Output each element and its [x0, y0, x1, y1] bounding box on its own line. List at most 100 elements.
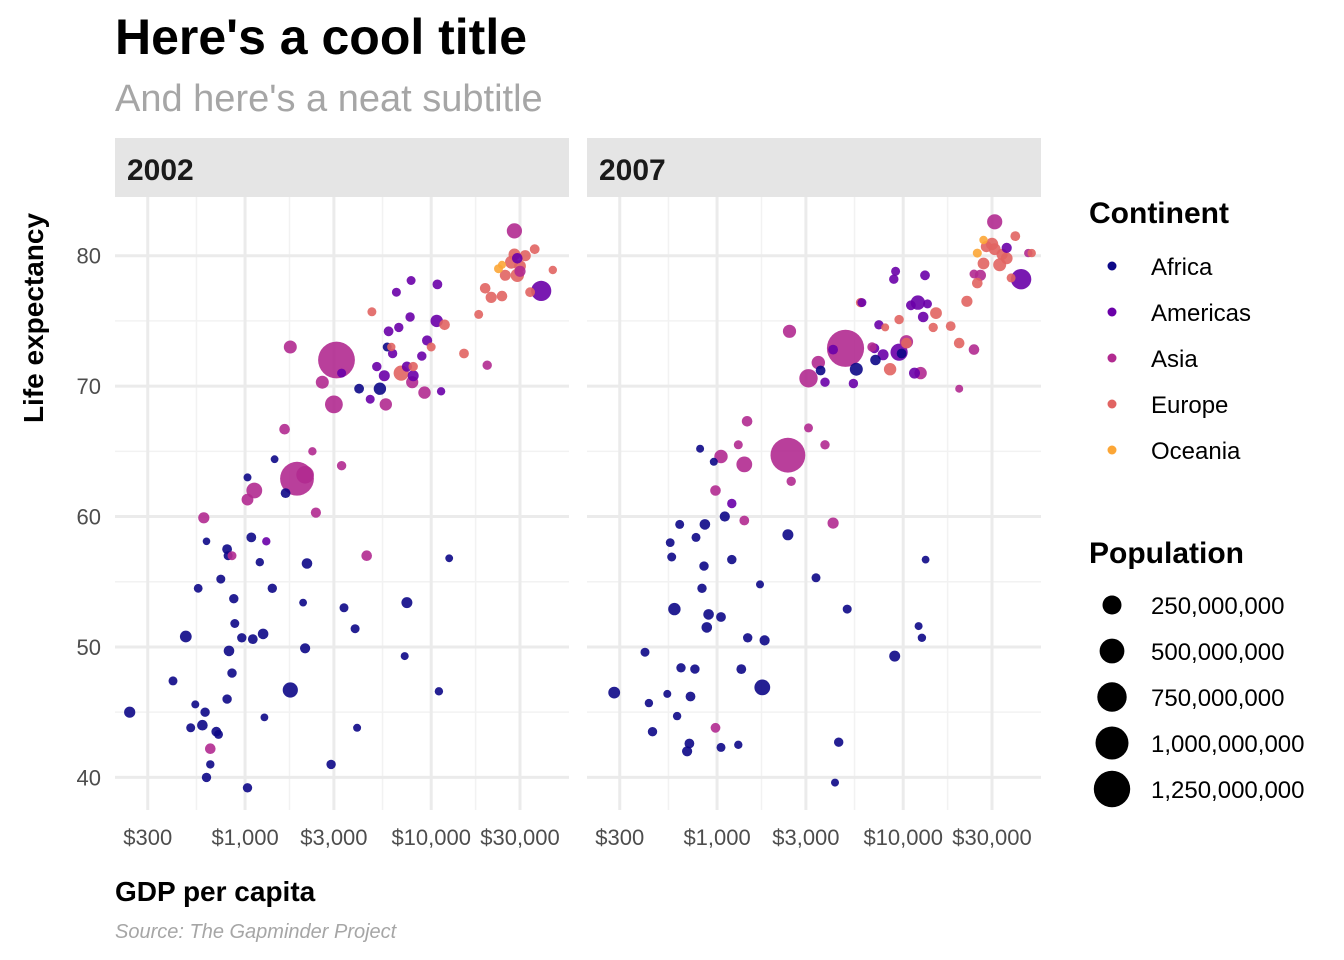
legend-key-asia — [1107, 353, 1117, 363]
data-point — [881, 323, 890, 332]
data-point — [857, 298, 867, 308]
data-point — [945, 321, 956, 331]
data-point — [1010, 231, 1021, 242]
page-title: Here's a cool title — [115, 9, 528, 65]
source-caption: Source: The Gapminder Project — [115, 921, 397, 943]
data-point — [325, 395, 343, 414]
data-point — [955, 384, 964, 393]
y-axis-title: Life expectancy — [18, 213, 49, 424]
data-point — [255, 558, 264, 567]
data-point — [445, 554, 454, 563]
legend-key-americas — [1107, 307, 1117, 317]
data-point — [282, 682, 298, 698]
data-point — [315, 375, 329, 389]
data-point — [529, 244, 540, 255]
data-point — [923, 299, 932, 309]
facet-strip-label: 2002 — [127, 154, 194, 187]
data-point — [229, 594, 239, 604]
data-point — [733, 440, 743, 450]
x-tick-label: $3,000 — [300, 825, 367, 850]
population-legend-title: Population — [1089, 537, 1244, 570]
legend-label: Europe — [1151, 392, 1228, 419]
x-tick-label: $30,000 — [952, 825, 1032, 850]
data-point — [308, 447, 317, 456]
data-point — [246, 532, 257, 543]
data-point — [262, 537, 271, 546]
data-point — [920, 270, 930, 281]
data-point — [459, 348, 469, 359]
data-point — [685, 691, 696, 702]
data-point — [373, 382, 387, 395]
data-point — [770, 437, 806, 473]
continent-legend: Continent Africa Americas Asia Europe Oceani… — [1089, 197, 1251, 465]
data-point — [827, 517, 839, 529]
data-point — [243, 473, 252, 482]
x-tick-label: $30,000 — [480, 825, 560, 850]
data-point — [889, 274, 899, 284]
x-tick-label: $300 — [123, 825, 172, 850]
data-point — [714, 449, 728, 464]
x-tick-label: $10,000 — [863, 825, 943, 850]
continent-legend-title: Continent — [1089, 197, 1229, 230]
x-tick-label: $3,000 — [772, 825, 839, 850]
data-point — [736, 456, 753, 473]
data-point — [727, 498, 737, 509]
data-point — [914, 622, 923, 631]
data-point — [901, 337, 912, 349]
x-tick-label: $1,000 — [683, 825, 750, 850]
size-legend-label: 1,000,000,000 — [1151, 731, 1304, 758]
data-point — [379, 398, 392, 411]
data-point — [531, 280, 552, 301]
data-point — [820, 440, 830, 450]
data-point — [831, 778, 839, 787]
data-point — [894, 314, 904, 325]
data-point — [834, 737, 844, 747]
data-point — [815, 365, 826, 376]
data-point — [318, 341, 355, 379]
data-point — [716, 742, 726, 752]
data-point — [917, 311, 929, 323]
data-point — [525, 287, 535, 298]
data-point — [756, 580, 764, 589]
data-point — [361, 550, 373, 561]
data-point — [867, 342, 877, 352]
data-point — [754, 679, 771, 696]
y-tick-label: 60 — [77, 505, 101, 530]
facet-strip-label: 2007 — [599, 154, 666, 187]
data-point — [354, 383, 364, 394]
data-point — [710, 722, 721, 733]
data-point — [206, 760, 215, 769]
data-point — [928, 322, 938, 333]
data-point — [401, 597, 413, 609]
data-point — [367, 307, 377, 317]
x-tick-label: $10,000 — [391, 825, 471, 850]
data-point — [699, 519, 711, 530]
facet-panel-2002: 2002 $300 $1,000 $3,000 $10,000 $30,000 40 50 60… — [77, 138, 569, 850]
data-point — [506, 223, 522, 239]
data-point — [310, 507, 321, 518]
data-point — [372, 361, 382, 372]
legend-label: Africa — [1151, 254, 1213, 281]
data-point — [743, 633, 753, 643]
data-point — [644, 698, 654, 708]
data-point — [921, 555, 930, 564]
data-point — [877, 349, 889, 361]
data-point — [716, 612, 726, 622]
data-point — [474, 309, 484, 319]
data-point — [168, 676, 178, 686]
data-point — [979, 235, 988, 245]
data-point — [804, 423, 813, 433]
data-point — [548, 265, 557, 275]
size-legend-label: 500,000,000 — [1151, 639, 1284, 666]
data-point — [640, 647, 650, 657]
data-point — [665, 538, 675, 547]
data-point — [739, 515, 750, 526]
data-point — [299, 598, 307, 607]
population-legend: Population 250,000,000 500,000,000 750,000… — [1089, 537, 1304, 808]
legend-key-europe — [1107, 399, 1117, 409]
data-point — [336, 461, 347, 471]
data-point — [482, 360, 492, 370]
data-point — [350, 624, 360, 634]
data-point — [759, 635, 770, 646]
data-point — [987, 214, 1003, 230]
